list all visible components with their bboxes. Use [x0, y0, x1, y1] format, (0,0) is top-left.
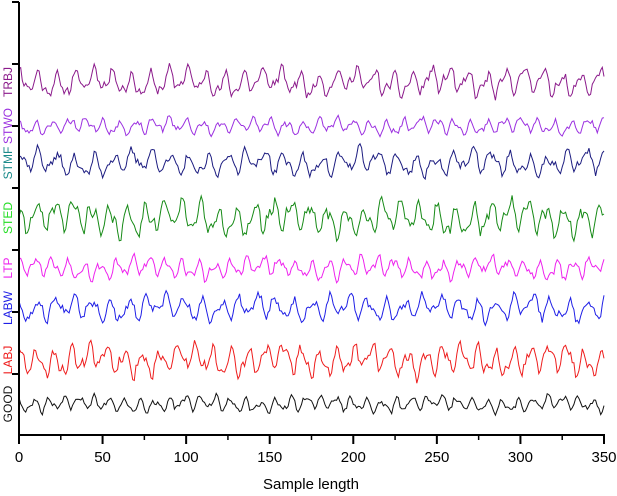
x-tick-label: 50	[94, 449, 111, 466]
series-label-labj: LABJ	[1, 346, 15, 375]
x-tick-label: 150	[257, 449, 282, 466]
series-label-trbj: TRBJ	[1, 67, 15, 97]
x-axis-title: Sample length	[263, 476, 359, 493]
series-label-ltp: LTP	[1, 257, 15, 278]
trace-ltp	[18, 252, 605, 284]
trace-labj	[18, 339, 605, 384]
x-tick-label: 200	[341, 449, 366, 466]
trace-trbj	[18, 62, 605, 101]
x-tick-label: 0	[15, 449, 23, 466]
series-labels: TRBJ STWO STMF STED LTP LABW LABJ GOOD	[1, 67, 15, 422]
trace-stmf	[18, 142, 605, 181]
series-label-sted: STED	[1, 202, 15, 234]
series-label-labw: LABW	[1, 290, 15, 325]
trace-good	[18, 392, 605, 417]
x-tick-label: 100	[174, 449, 199, 466]
x-tick-label: 300	[508, 449, 533, 466]
x-axis-ticks: 0 50 100 150 200 250 300 350	[15, 435, 617, 466]
y-axis-ticks	[12, 1, 19, 375]
series-label-stwo: STWO	[1, 108, 15, 144]
trace-stwo	[18, 114, 605, 138]
x-tick-label: 350	[591, 449, 616, 466]
trace-sted	[18, 194, 605, 243]
series-label-stmf: STMF	[1, 147, 15, 180]
series-label-good: GOOD	[1, 385, 15, 422]
x-tick-label: 250	[424, 449, 449, 466]
signal-traces	[18, 62, 605, 417]
trace-labw	[18, 289, 605, 327]
